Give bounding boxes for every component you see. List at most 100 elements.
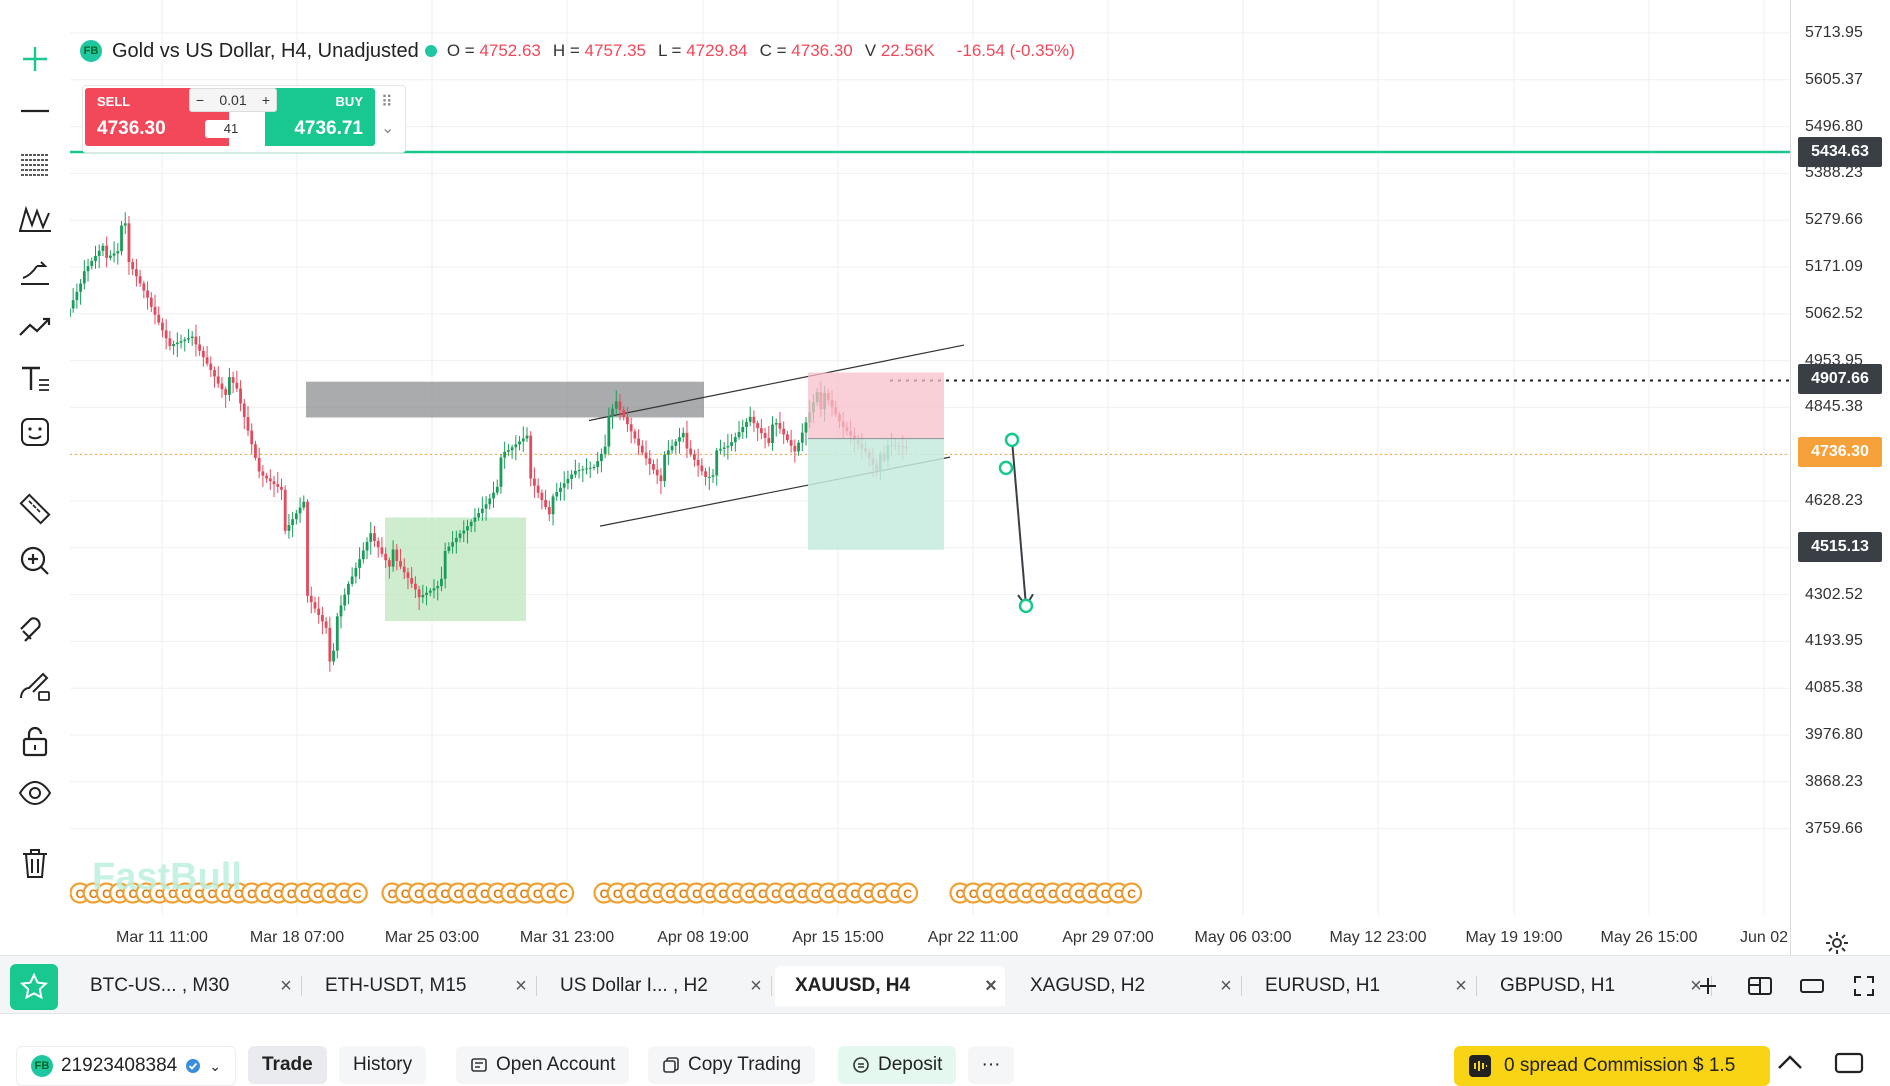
chart-tab[interactable]: XAUUSD, H4 × xyxy=(775,966,1005,1006)
drag-handle-icon[interactable]: ⠿ xyxy=(381,94,393,111)
calendar-event-label: C xyxy=(784,887,793,901)
magnet-icon[interactable] xyxy=(12,608,58,654)
promo-banner[interactable]: 0 spread Commission $ 1.5 xyxy=(1454,1046,1770,1086)
calendar-event-label: C xyxy=(705,887,714,901)
lot-size-stepper[interactable]: − 0.01 + xyxy=(189,88,277,112)
calendar-event-label: C xyxy=(89,887,98,901)
chart-tab[interactable]: BTC-US... , M30 × xyxy=(70,966,302,1006)
supply-zone xyxy=(306,381,704,418)
candle-body xyxy=(529,435,533,479)
time-tick: Mar 25 03:00 xyxy=(384,929,480,946)
verified-icon xyxy=(186,1059,201,1073)
calendar-event-label: C xyxy=(115,887,124,901)
chart-settings-icon[interactable] xyxy=(1822,928,1852,958)
price-change: -16.54 (-0.35%) xyxy=(956,41,1075,60)
deposit-button[interactable]: Deposit xyxy=(838,1046,957,1084)
candle-body xyxy=(600,453,603,462)
increase-lot-button[interactable]: + xyxy=(261,92,271,108)
more-button[interactable]: ··· xyxy=(968,1046,1014,1084)
calendar-event-label: C xyxy=(520,887,529,901)
candle-body xyxy=(75,291,79,301)
candle-body xyxy=(71,300,75,309)
decrease-lot-button[interactable]: − xyxy=(195,92,205,108)
candle-body xyxy=(108,255,112,258)
candle-body xyxy=(789,440,793,446)
path-icon[interactable] xyxy=(12,302,58,348)
candle-body xyxy=(603,446,607,454)
chart-tab[interactable]: XAGUSD, H2 × xyxy=(1010,966,1242,1006)
candle-body xyxy=(153,306,157,315)
eye-icon[interactable] xyxy=(12,770,58,816)
close-tab-icon[interactable]: × xyxy=(515,974,527,997)
candle-body xyxy=(354,567,358,577)
calendar-event-label: C xyxy=(401,887,410,901)
candle-body xyxy=(678,437,681,442)
candle-body xyxy=(629,424,633,432)
price-tick: 5713.95 xyxy=(1805,24,1863,41)
account-selector[interactable]: FB 21923408384 ⌄ xyxy=(16,1046,236,1086)
horizontal-line-icon[interactable] xyxy=(12,88,58,134)
lock-icon[interactable] xyxy=(12,718,58,764)
brush-lock-icon[interactable] xyxy=(12,663,58,709)
trash-icon[interactable] xyxy=(12,840,58,886)
close-tab-icon[interactable]: × xyxy=(985,974,997,997)
time-axis[interactable]: Mar 11 11:00 Mar 18 07:00 Mar 25 03:00 Mar … xyxy=(70,915,1790,955)
symbol-title[interactable]: Gold vs US Dollar, H4, Unadjusted xyxy=(112,39,419,62)
panel-toggle-icon[interactable] xyxy=(1834,1052,1864,1079)
price-label: 4515.13 xyxy=(1798,532,1882,562)
candle-body xyxy=(161,322,164,331)
close-tab-icon[interactable]: × xyxy=(1455,974,1467,997)
layout-split-icon[interactable] xyxy=(1744,970,1776,1002)
add-tab-icon[interactable] xyxy=(1692,970,1724,1002)
price-tick: 4845.38 xyxy=(1805,398,1863,416)
favorites-button[interactable] xyxy=(10,964,58,1010)
ruler-icon[interactable] xyxy=(12,486,58,532)
fib-lines-icon[interactable] xyxy=(12,142,58,188)
lot-size-value[interactable]: 0.01 xyxy=(219,92,247,108)
chart-tab[interactable]: US Dollar I... , H2 × xyxy=(540,966,772,1006)
candle-body xyxy=(172,344,175,347)
close-tab-icon[interactable]: × xyxy=(1690,974,1702,997)
candle-body xyxy=(120,225,123,252)
zoom-in-icon[interactable] xyxy=(12,538,58,584)
chevron-down-icon: ⌄ xyxy=(209,1057,221,1074)
trend-tools-icon[interactable] xyxy=(12,249,58,295)
candle-body xyxy=(670,445,674,451)
chart-tab[interactable]: EURUSD, H1 × xyxy=(1245,966,1477,1006)
chart-tab[interactable]: ETH-USDT, M15 × xyxy=(305,966,537,1006)
copy-trading-label: Copy Trading xyxy=(688,1054,802,1075)
candle-body xyxy=(748,416,752,422)
open-account-label: Open Account xyxy=(496,1054,616,1075)
window-icon[interactable] xyxy=(1796,970,1828,1002)
candle-body xyxy=(644,452,648,459)
history-tab[interactable]: History xyxy=(339,1046,427,1084)
candle-body xyxy=(466,526,469,531)
candle-body xyxy=(123,223,127,226)
buy-button[interactable]: BUY 4736.71 xyxy=(265,88,375,146)
candle-body xyxy=(220,383,224,390)
fullscreen-icon[interactable] xyxy=(1848,970,1880,1002)
close-tab-icon[interactable]: × xyxy=(280,974,292,997)
price-axis[interactable]: 5713.95 5605.37 5496.80 5388.23 5279.66 5171.… xyxy=(1790,0,1890,955)
price-tick: 5279.66 xyxy=(1805,211,1863,229)
open-account-button[interactable]: Open Account xyxy=(456,1046,630,1084)
copy-trading-button[interactable]: Copy Trading xyxy=(648,1046,816,1084)
emoji-icon[interactable] xyxy=(12,409,58,455)
text-icon[interactable] xyxy=(12,356,58,402)
trade-tab[interactable]: Trade xyxy=(248,1046,327,1084)
candle-body xyxy=(711,475,715,477)
chevron-down-icon[interactable]: ⌄ xyxy=(381,120,395,137)
chart-tabs-bar: BTC-US... , M30 × ETH-USDT, M15 × US Dollar … xyxy=(0,955,1890,1014)
candle-body xyxy=(544,499,547,508)
candle-body xyxy=(328,627,332,662)
candle-body xyxy=(774,423,778,425)
close-tab-icon[interactable]: × xyxy=(1220,974,1232,997)
chart-tab[interactable]: GBPUSD, H1 × xyxy=(1480,966,1712,1006)
candle-body xyxy=(410,578,414,584)
crosshair-icon[interactable] xyxy=(12,36,58,82)
close-tab-icon[interactable]: × xyxy=(750,974,762,997)
pattern-icon[interactable] xyxy=(12,196,58,242)
chevron-up-icon[interactable] xyxy=(1776,1052,1804,1077)
